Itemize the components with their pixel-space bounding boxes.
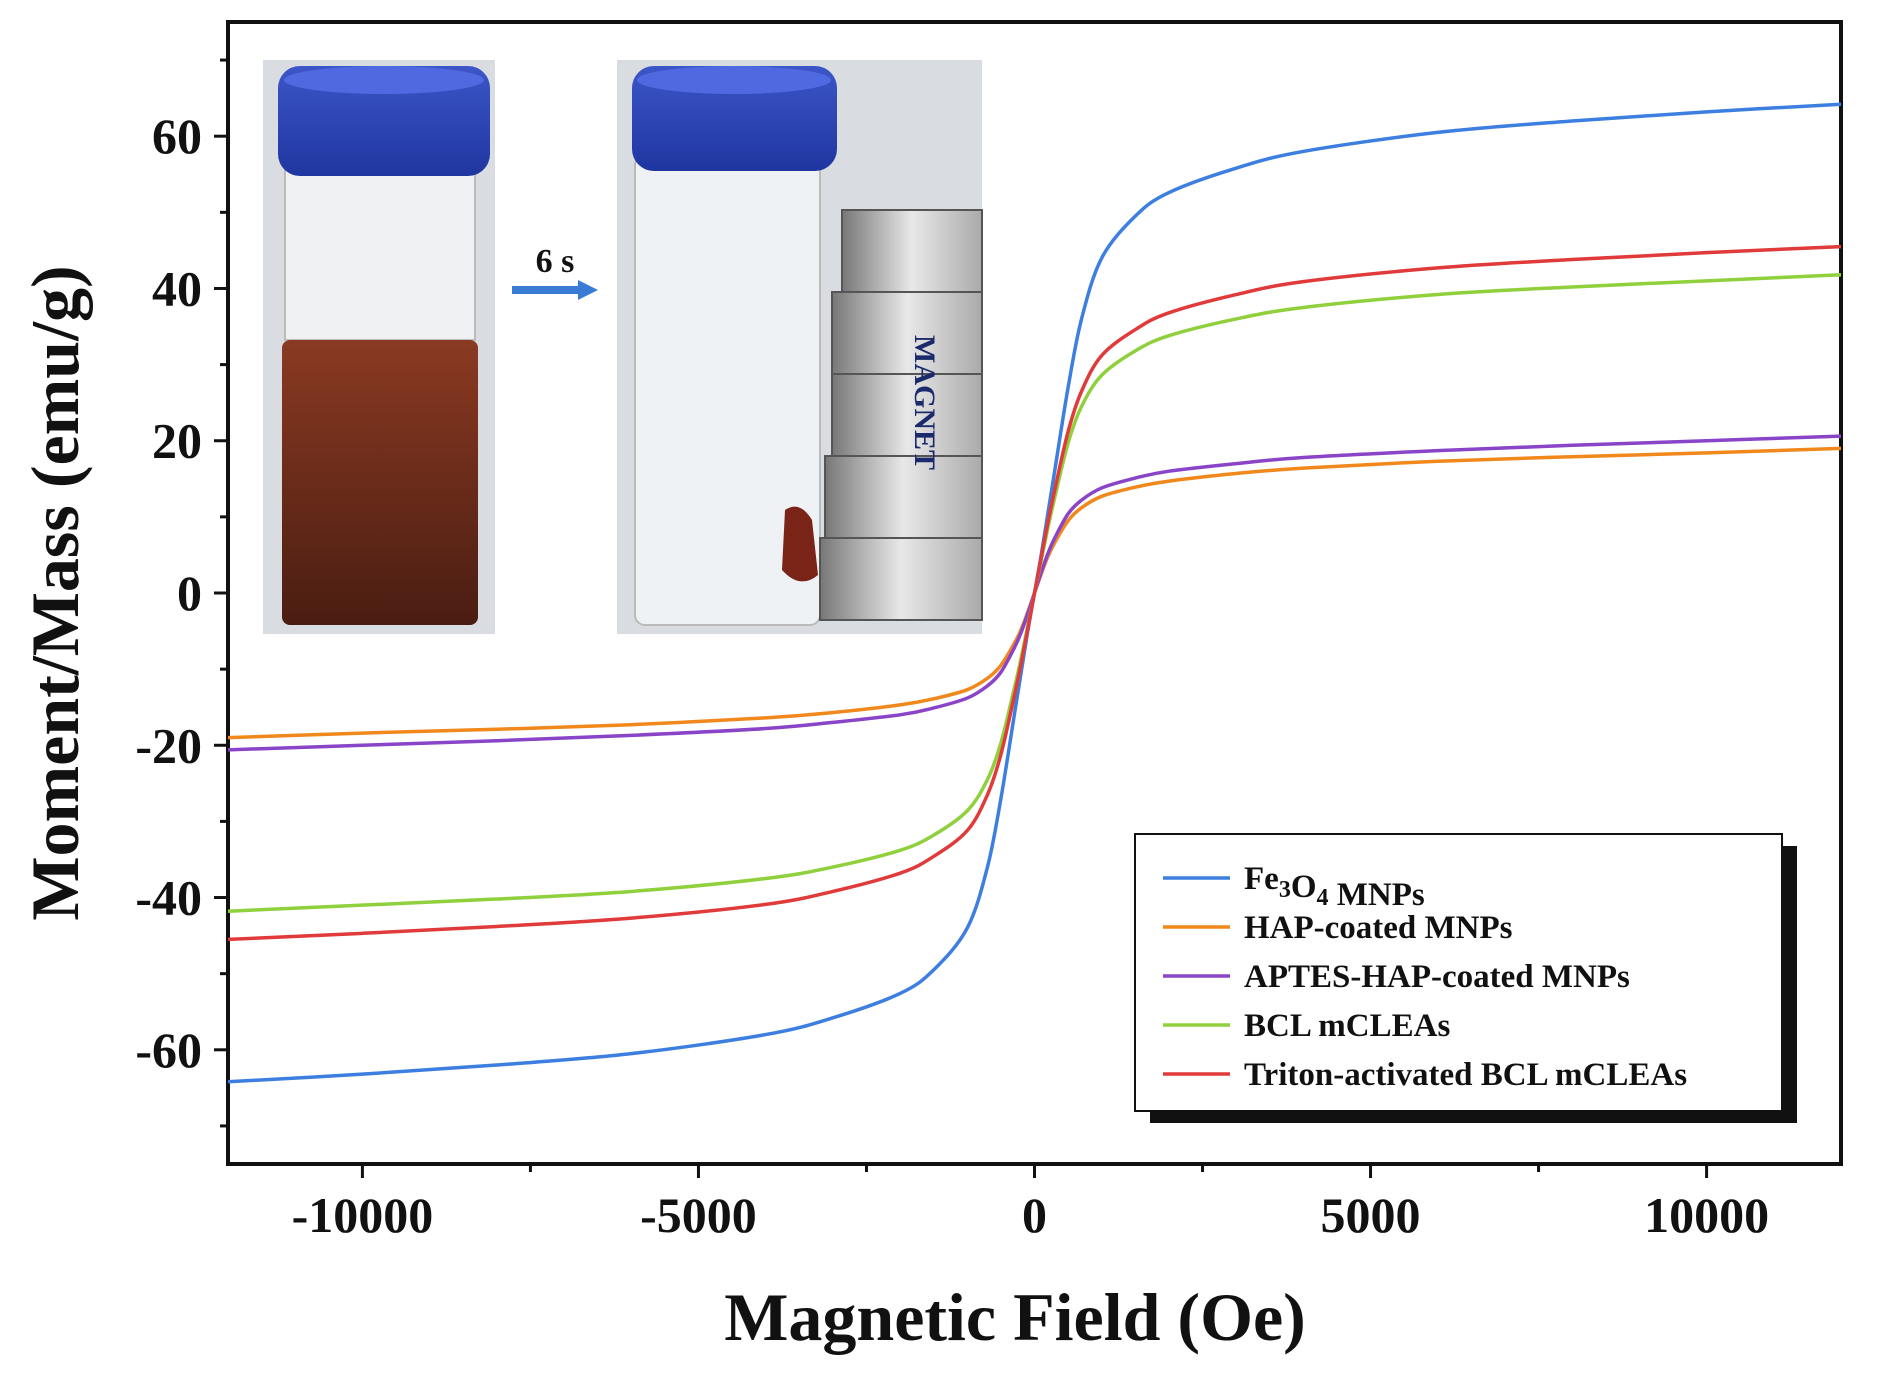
inset-photo-separated-vial: MAGNET xyxy=(617,60,983,634)
y-axis-title: Moment/Mass (emu/g) xyxy=(17,265,93,920)
magnet-stack xyxy=(819,209,983,621)
inset-photo-dispersed-vial xyxy=(263,60,495,634)
legend-label: Triton-activated BCL mCLEAs xyxy=(1244,1057,1687,1093)
arrow-time-label: 6 s xyxy=(536,243,575,280)
y-tick-label: -40 xyxy=(135,870,202,926)
magnet-label: MAGNET xyxy=(908,335,941,470)
inset-arrow: 6 s xyxy=(512,243,598,300)
y-tick-label: -60 xyxy=(135,1022,202,1078)
y-tick-label: 0 xyxy=(177,565,202,621)
series-group xyxy=(228,102,1841,1084)
legend-label: Fe3O4 MNPs xyxy=(1244,861,1425,913)
legend-label: BCL mCLEAs xyxy=(1244,1008,1450,1044)
legend-label: APTES-HAP-coated MNPs xyxy=(1244,959,1630,995)
y-tick-label: -20 xyxy=(135,717,202,773)
x-tick-label: -5000 xyxy=(640,1187,757,1243)
x-tick-label: 0 xyxy=(1022,1187,1047,1243)
legend-label: HAP-coated MNPs xyxy=(1244,910,1513,946)
y-tick-label: 40 xyxy=(152,260,202,316)
series-line-4 xyxy=(228,244,1841,942)
y-tick-label: 60 xyxy=(152,108,202,164)
x-axis-title: Magnetic Field (Oe) xyxy=(724,1279,1306,1355)
y-tick-label: 20 xyxy=(152,413,202,469)
x-axis: -10000 -5000 0 5000 10000 xyxy=(292,1164,1769,1243)
x-tick-label: 5000 xyxy=(1321,1187,1421,1243)
x-tick-label: 10000 xyxy=(1644,1187,1769,1243)
x-tick-label: -10000 xyxy=(292,1187,434,1243)
y-axis: -60 -40 -20 0 20 40 60 xyxy=(135,58,228,1128)
